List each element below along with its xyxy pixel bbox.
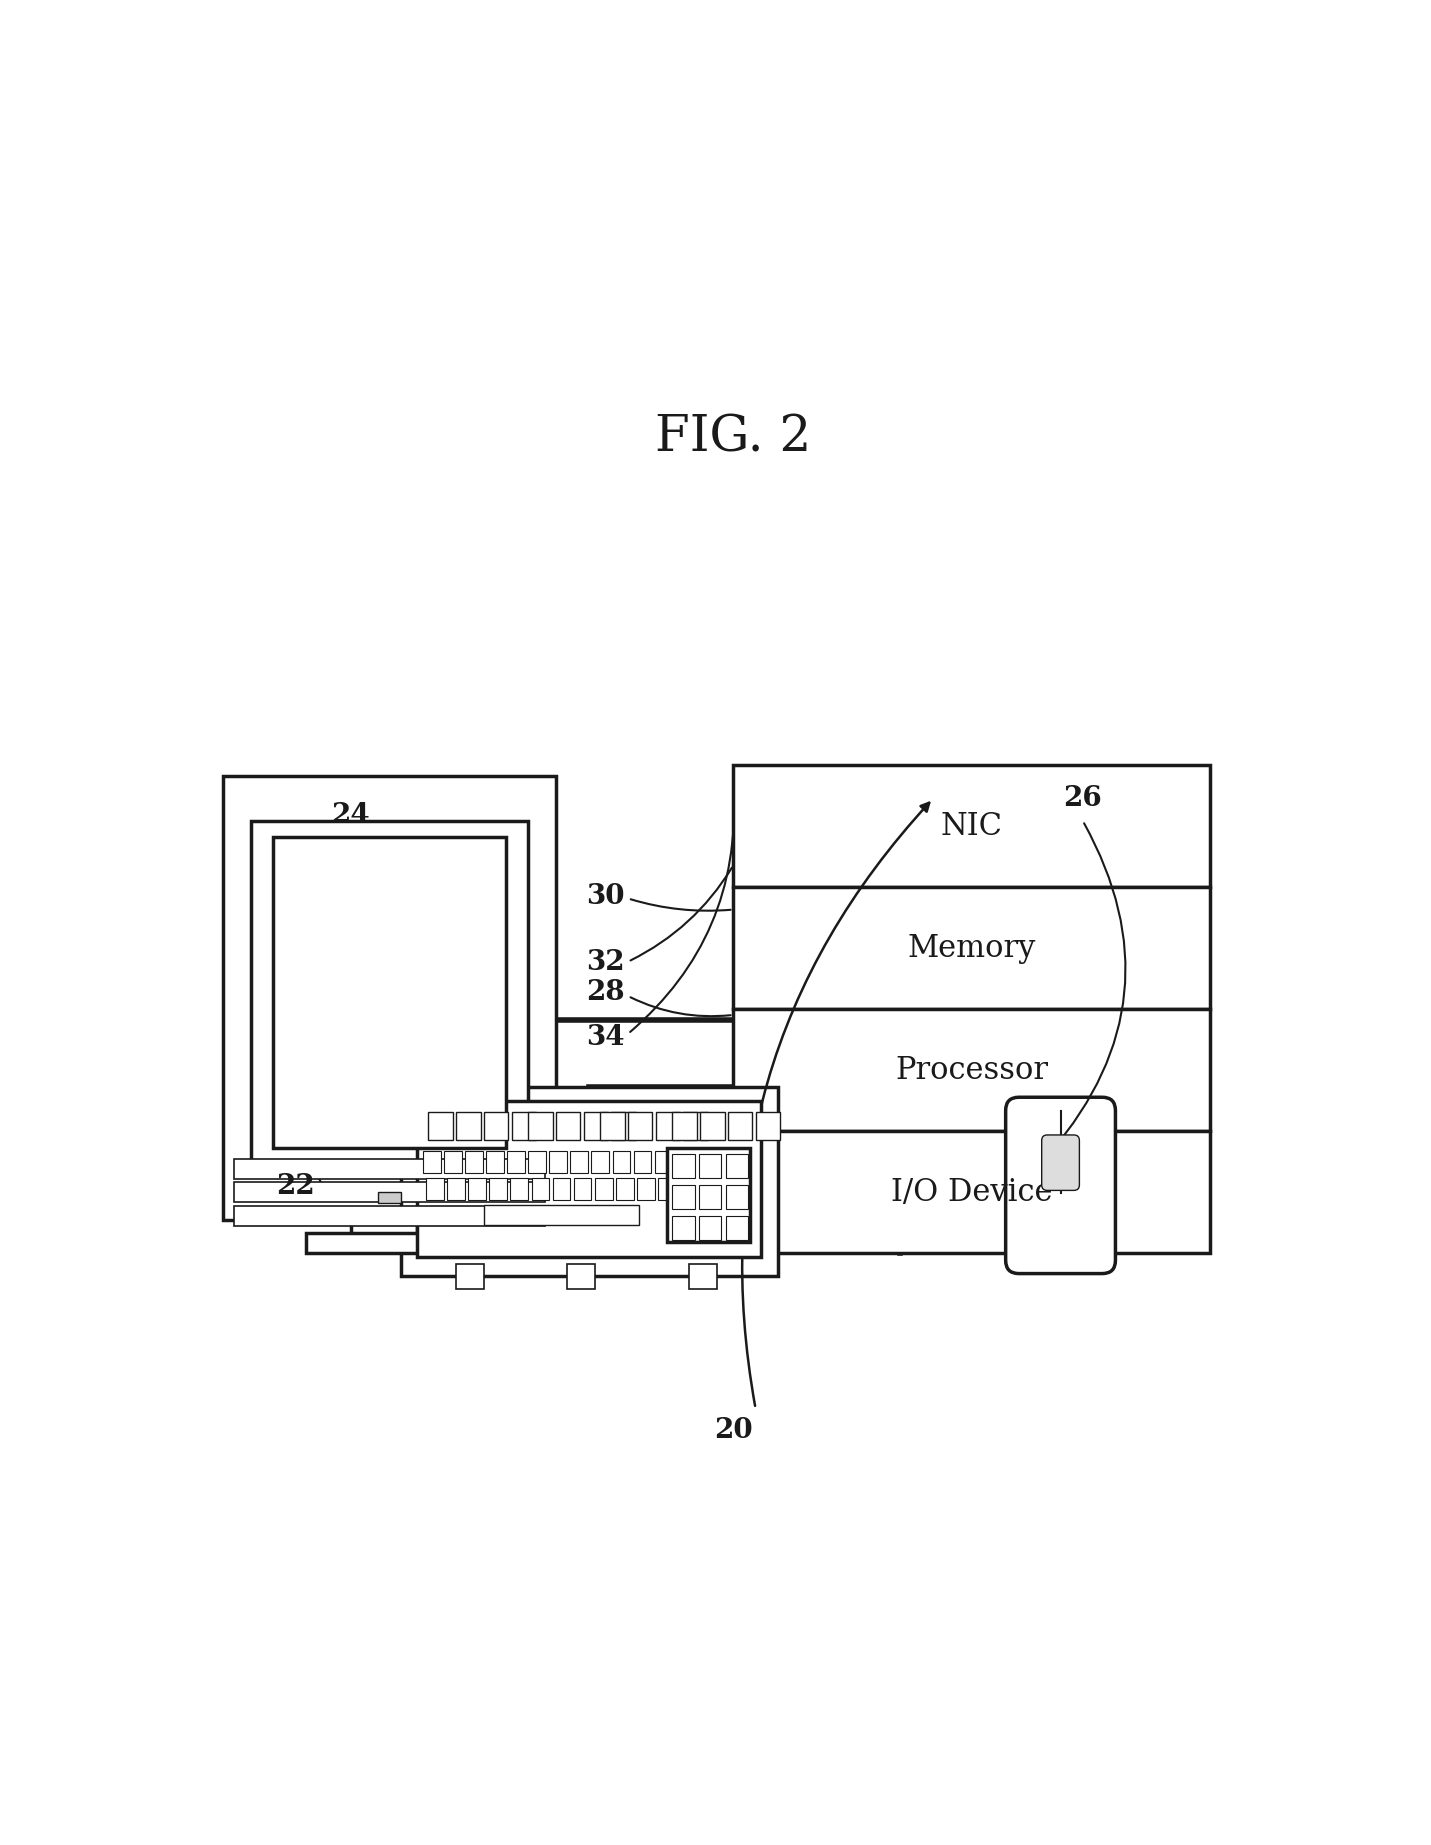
Bar bbox=[654, 1151, 673, 1173]
Bar bbox=[700, 1177, 718, 1199]
Text: 32: 32 bbox=[587, 950, 625, 976]
Bar bbox=[512, 1113, 537, 1140]
Bar bbox=[733, 887, 1211, 1009]
Text: 30: 30 bbox=[587, 882, 625, 910]
Bar bbox=[574, 1177, 591, 1199]
Bar bbox=[615, 1177, 634, 1199]
Text: NIC: NIC bbox=[940, 810, 1003, 841]
Bar bbox=[634, 1151, 651, 1173]
Bar bbox=[637, 1177, 654, 1199]
Bar bbox=[468, 1177, 487, 1199]
Text: 28: 28 bbox=[587, 980, 625, 1006]
Bar bbox=[698, 1184, 721, 1208]
Bar bbox=[680, 1177, 697, 1199]
Bar bbox=[351, 1214, 418, 1234]
Bar bbox=[235, 1183, 545, 1203]
Bar bbox=[418, 1101, 761, 1256]
Bar bbox=[684, 1113, 708, 1140]
Bar bbox=[528, 1113, 552, 1140]
Text: Memory: Memory bbox=[907, 934, 1036, 963]
Text: 22: 22 bbox=[276, 1173, 315, 1201]
Bar bbox=[628, 1113, 653, 1140]
Bar bbox=[511, 1177, 528, 1199]
Bar bbox=[484, 1113, 508, 1140]
Bar bbox=[484, 1205, 640, 1225]
Bar bbox=[235, 1159, 545, 1179]
Bar bbox=[428, 1113, 452, 1140]
Bar bbox=[728, 1113, 753, 1140]
Bar bbox=[401, 1087, 778, 1275]
Bar bbox=[235, 1205, 545, 1225]
Bar bbox=[595, 1177, 612, 1199]
Bar bbox=[456, 1113, 481, 1140]
Bar bbox=[658, 1177, 675, 1199]
FancyBboxPatch shape bbox=[1042, 1135, 1079, 1190]
Bar bbox=[718, 1151, 736, 1173]
Bar bbox=[690, 1264, 717, 1290]
Bar bbox=[733, 1009, 1211, 1131]
FancyBboxPatch shape bbox=[1006, 1098, 1115, 1273]
Bar bbox=[591, 1151, 610, 1173]
Bar bbox=[698, 1153, 721, 1177]
Bar bbox=[600, 1113, 625, 1140]
Bar bbox=[487, 1151, 504, 1173]
Bar bbox=[465, 1151, 482, 1173]
Bar bbox=[726, 1216, 748, 1240]
Bar bbox=[733, 766, 1211, 887]
Bar bbox=[655, 1113, 680, 1140]
Text: 24: 24 bbox=[332, 803, 371, 828]
Bar bbox=[733, 1131, 1211, 1253]
Bar bbox=[507, 1151, 525, 1173]
Text: 26: 26 bbox=[1063, 786, 1102, 812]
Bar bbox=[424, 1151, 441, 1173]
Bar bbox=[306, 1232, 467, 1253]
Bar bbox=[378, 1192, 401, 1203]
Text: FIG. 2: FIG. 2 bbox=[655, 413, 811, 463]
Bar bbox=[726, 1184, 748, 1208]
Bar bbox=[223, 777, 557, 1220]
Bar bbox=[612, 1151, 630, 1173]
Text: I/O Device: I/O Device bbox=[892, 1177, 1053, 1208]
Bar bbox=[426, 1177, 444, 1199]
Bar bbox=[667, 1148, 750, 1242]
Bar bbox=[444, 1151, 462, 1173]
Bar bbox=[700, 1113, 724, 1140]
Text: Processor: Processor bbox=[896, 1055, 1049, 1087]
Bar bbox=[584, 1113, 608, 1140]
Bar bbox=[698, 1216, 721, 1240]
Bar bbox=[550, 1151, 567, 1173]
Bar bbox=[489, 1177, 507, 1199]
Bar bbox=[528, 1151, 547, 1173]
Bar bbox=[697, 1151, 714, 1173]
Bar bbox=[673, 1113, 697, 1140]
Bar bbox=[250, 821, 528, 1164]
Bar bbox=[531, 1177, 550, 1199]
Bar bbox=[756, 1113, 780, 1140]
Bar bbox=[611, 1113, 635, 1140]
Bar bbox=[557, 1113, 581, 1140]
Text: 34: 34 bbox=[587, 1024, 625, 1050]
Text: 20: 20 bbox=[714, 1417, 753, 1445]
Bar bbox=[448, 1177, 465, 1199]
Bar bbox=[571, 1151, 588, 1173]
Bar bbox=[721, 1177, 738, 1199]
Bar bbox=[673, 1216, 694, 1240]
Bar bbox=[673, 1184, 694, 1208]
Bar bbox=[552, 1177, 571, 1199]
Bar bbox=[726, 1153, 748, 1177]
Bar bbox=[673, 1153, 694, 1177]
Bar bbox=[675, 1151, 694, 1173]
Bar bbox=[273, 838, 507, 1148]
Bar bbox=[456, 1264, 484, 1290]
Bar bbox=[567, 1264, 595, 1290]
